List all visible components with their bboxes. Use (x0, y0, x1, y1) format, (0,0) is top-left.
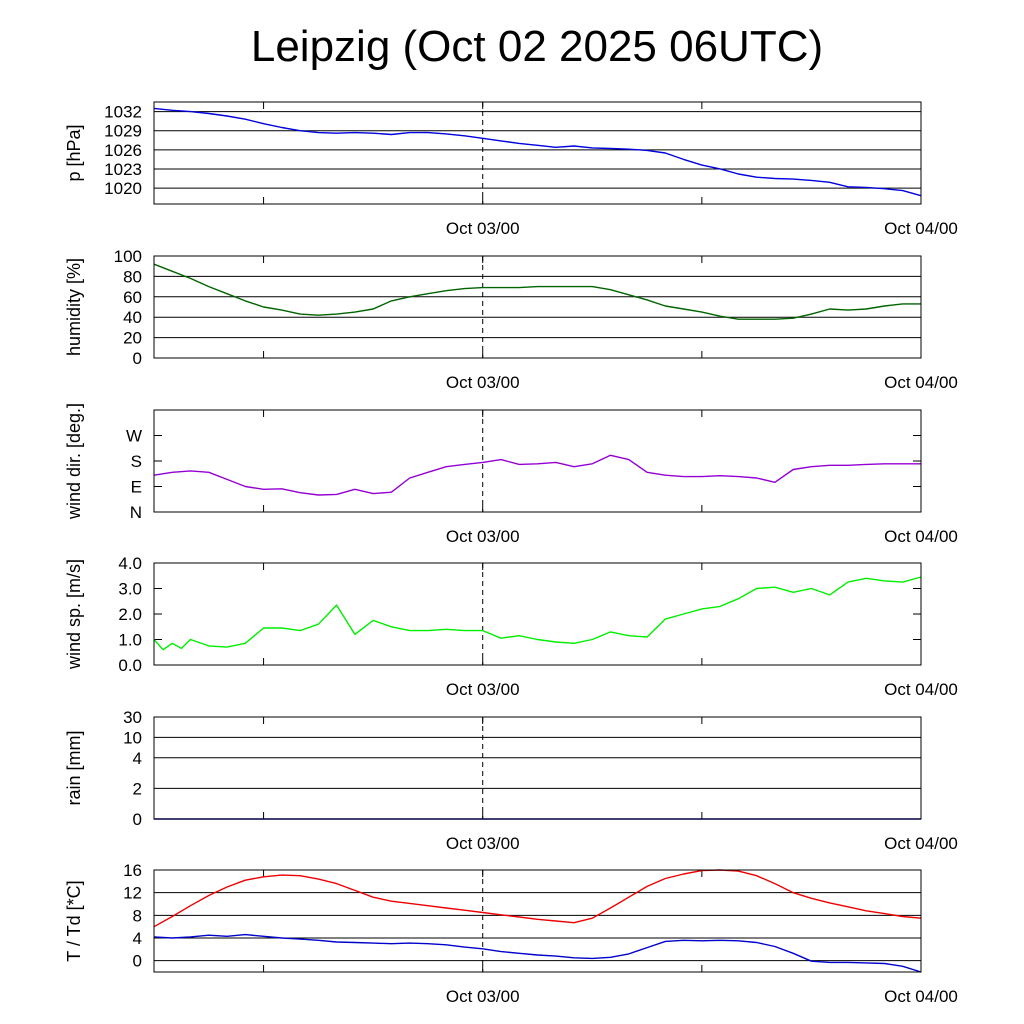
plot-frame (153, 562, 922, 666)
y-tick-label: N (130, 503, 142, 522)
series-line-humidity-0 (153, 263, 921, 320)
x-tick-label: Oct 03/00 (446, 680, 520, 699)
x-tick-label: Oct 03/00 (446, 987, 520, 1006)
y-tick-label: 3.0 (118, 580, 142, 599)
y-tick-label: 1.0 (118, 631, 142, 650)
x-tick-label: Oct 03/00 (446, 834, 520, 853)
y-tick-label: 4.0 (118, 554, 142, 573)
x-tick-label: Oct 04/00 (884, 680, 958, 699)
y-tick-label: S (131, 452, 142, 471)
plot-frame (153, 101, 922, 205)
y-tick-label: 1020 (104, 179, 142, 198)
series-line-pressure-0 (153, 107, 922, 197)
x-tick-label: Oct 04/00 (884, 834, 958, 853)
panel-wind_speed: 0.0 1.0 2.0 3.0 4.0 Oct 03/00 Oct 04/00 wind sp… (64, 554, 958, 699)
y-tick-label: 20 (123, 329, 142, 348)
x-tick-label: Oct 04/00 (884, 219, 958, 238)
y-tick-label: 2 (133, 779, 142, 798)
y-tick-label: W (126, 427, 142, 446)
y-tick-label: 2.0 (118, 605, 142, 624)
plot-frame (153, 255, 922, 359)
y-tick-label: 12 (123, 884, 142, 903)
y-axis-label: p [hPa] (64, 124, 84, 181)
y-tick-label: 1023 (104, 160, 142, 179)
y-tick-label: 4 (133, 929, 142, 948)
y-tick-label: E (131, 478, 142, 497)
y-tick-label: 80 (123, 267, 142, 286)
y-tick-label: 30 (123, 708, 142, 727)
y-tick-label: 8 (133, 906, 142, 925)
chart-title: Leipzig (Oct 02 2025 06UTC) (250, 22, 824, 71)
y-tick-label: 0 (133, 952, 142, 971)
y-tick-label: 1026 (104, 141, 142, 160)
x-tick-label: Oct 03/00 (446, 527, 520, 546)
x-tick-label: Oct 04/00 (884, 987, 958, 1006)
y-tick-label: 100 (114, 247, 142, 266)
y-axis-label: wind dir. [deg.] (64, 403, 84, 520)
series-line-temperature-0 (153, 869, 922, 928)
x-tick-label: Oct 04/00 (884, 527, 958, 546)
panel-temperature: 0 4 8 12 16 Oct 03/00 Oct 04/00 T / Td [*C] (64, 861, 958, 1006)
x-tick-label: Oct 03/00 (446, 219, 520, 238)
y-axis-label: T / Td [*C] (64, 880, 84, 961)
plot-frame (153, 869, 922, 973)
y-tick-label: 4 (133, 749, 142, 768)
y-tick-label: 0.0 (118, 656, 142, 675)
series-line-temperature-1 (153, 933, 922, 973)
y-tick-label: 60 (123, 288, 142, 307)
plot-frame (153, 716, 922, 820)
x-tick-label: Oct 03/00 (446, 373, 520, 392)
y-tick-label: 40 (123, 308, 142, 327)
y-tick-label: 0 (133, 349, 142, 368)
y-tick-label: 0 (133, 810, 142, 829)
y-tick-label: 1029 (104, 122, 142, 141)
y-tick-label: 1032 (104, 103, 142, 122)
y-axis-label: humidity [%] (64, 258, 84, 356)
y-axis-label: wind sp. [m/s] (64, 559, 84, 670)
y-tick-label: 10 (123, 728, 142, 747)
x-tick-label: Oct 04/00 (884, 373, 958, 392)
series-line-wind_speed-0 (153, 576, 922, 651)
plot-frame (153, 409, 922, 513)
y-axis-label: rain [mm] (64, 730, 84, 805)
series-line-wind_dir-0 (153, 454, 921, 496)
y-tick-label: 16 (123, 861, 142, 880)
